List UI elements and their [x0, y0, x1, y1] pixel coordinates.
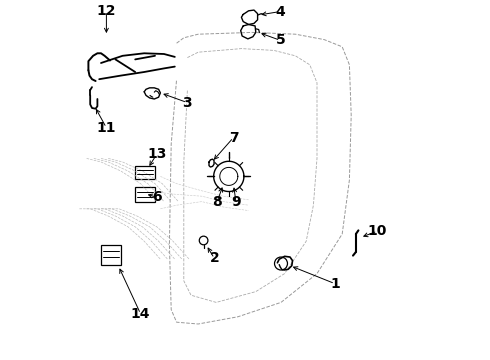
Text: 1: 1	[330, 277, 340, 291]
Text: 4: 4	[275, 5, 285, 18]
Text: 5: 5	[275, 33, 285, 47]
Text: 14: 14	[131, 307, 150, 321]
Text: 2: 2	[210, 252, 220, 265]
Text: 13: 13	[147, 147, 167, 161]
Text: 10: 10	[368, 224, 387, 238]
Text: 9: 9	[231, 195, 241, 209]
Text: 3: 3	[183, 96, 192, 109]
Text: 6: 6	[152, 190, 162, 204]
Text: 7: 7	[229, 131, 238, 144]
Text: 12: 12	[97, 4, 116, 18]
Text: 8: 8	[212, 195, 222, 209]
Text: 11: 11	[97, 121, 116, 135]
